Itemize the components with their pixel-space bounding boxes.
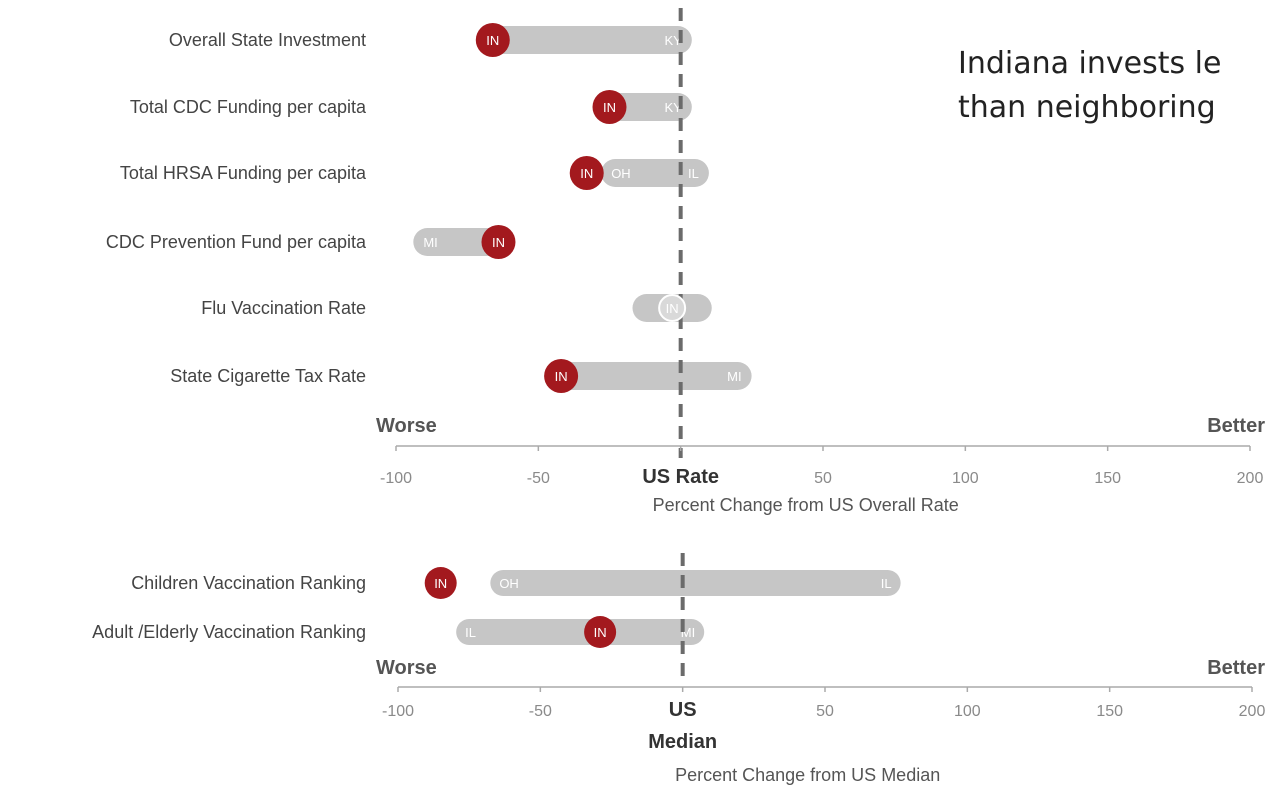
row-label: CDC Prevention Fund per capita <box>106 232 367 252</box>
x-tick-label: -50 <box>527 470 550 487</box>
row-label: Children Vaccination Ranking <box>131 573 366 593</box>
x-tick-label: -50 <box>529 703 552 720</box>
x-tick-label: 150 <box>1094 470 1121 487</box>
indiana-dot <box>481 225 516 259</box>
better-label: Better <box>1207 657 1265 679</box>
x-tick-label: US <box>669 699 697 721</box>
callout-line-1: Indiana invests le <box>958 46 1222 81</box>
indiana-dot <box>424 567 457 599</box>
range-start-label: MI <box>423 235 437 250</box>
x-tick-label: US Rate <box>642 466 719 488</box>
indiana-dot-label: IN <box>603 100 616 115</box>
range-end-label: IL <box>881 576 892 591</box>
x-tick-label: 100 <box>952 470 979 487</box>
row-label: Flu Vaccination Rate <box>201 298 366 318</box>
row-label: Overall State Investment <box>169 30 366 50</box>
range-start-label: OH <box>499 576 519 591</box>
x-tick-label: 150 <box>1096 703 1123 720</box>
range-start-label: IL <box>465 625 476 640</box>
indiana-dot-label: IN <box>492 235 505 250</box>
x-tick-label: 100 <box>954 703 981 720</box>
range-bar <box>490 570 901 596</box>
worse-label: Worse <box>376 657 437 679</box>
x-tick-label-line-2: Median <box>648 731 717 753</box>
indiana-dot <box>584 616 617 648</box>
indiana-dot <box>544 359 579 393</box>
callout-line-2: than neighboring <box>958 90 1216 125</box>
indiana-dot <box>592 90 627 124</box>
x-tick-label: -100 <box>380 470 412 487</box>
range-bar <box>478 26 692 54</box>
callout-text: Indiana invests le than neighboring <box>958 42 1277 130</box>
range-bar <box>547 362 752 390</box>
range-end-label: KY <box>664 100 682 115</box>
indiana-dot-label: IN <box>666 301 679 316</box>
indiana-dot <box>475 23 510 57</box>
better-label: Better <box>1207 415 1265 437</box>
indiana-dot-label: IN <box>580 166 593 181</box>
indiana-dot-label: IN <box>555 369 568 384</box>
x-tick-label: 50 <box>814 470 832 487</box>
row-label: Total HRSA Funding per capita <box>120 163 367 183</box>
indiana-dot-label: IN <box>594 625 607 640</box>
indiana-dot <box>569 156 604 190</box>
range-end-label: IL <box>688 166 699 181</box>
row-label: State Cigarette Tax Rate <box>170 366 366 386</box>
chart-panel-1: KYKYOHILMIKYMIININININININOverall State … <box>106 8 1265 515</box>
range-end-label: KY <box>664 33 682 48</box>
indiana-dot-label: IN <box>434 576 447 591</box>
x-tick-label: 50 <box>816 703 834 720</box>
worse-label: Worse <box>376 415 437 437</box>
row-label: Total CDC Funding per capita <box>130 97 367 117</box>
range-bar <box>456 619 705 645</box>
x-axis-title: Percent Change from US Median <box>675 765 940 785</box>
indiana-dot-label: IN <box>486 33 499 48</box>
x-tick-label: 200 <box>1237 470 1264 487</box>
row-label: Adult /Elderly Vaccination Ranking <box>92 622 366 642</box>
x-axis-title: Percent Change from US Overall Rate <box>653 495 959 515</box>
x-tick-label: -100 <box>382 703 414 720</box>
range-end-label: MI <box>727 369 741 384</box>
range-start-label: OH <box>611 166 631 181</box>
x-tick-label: 200 <box>1239 703 1266 720</box>
indiana-dot <box>658 294 687 322</box>
